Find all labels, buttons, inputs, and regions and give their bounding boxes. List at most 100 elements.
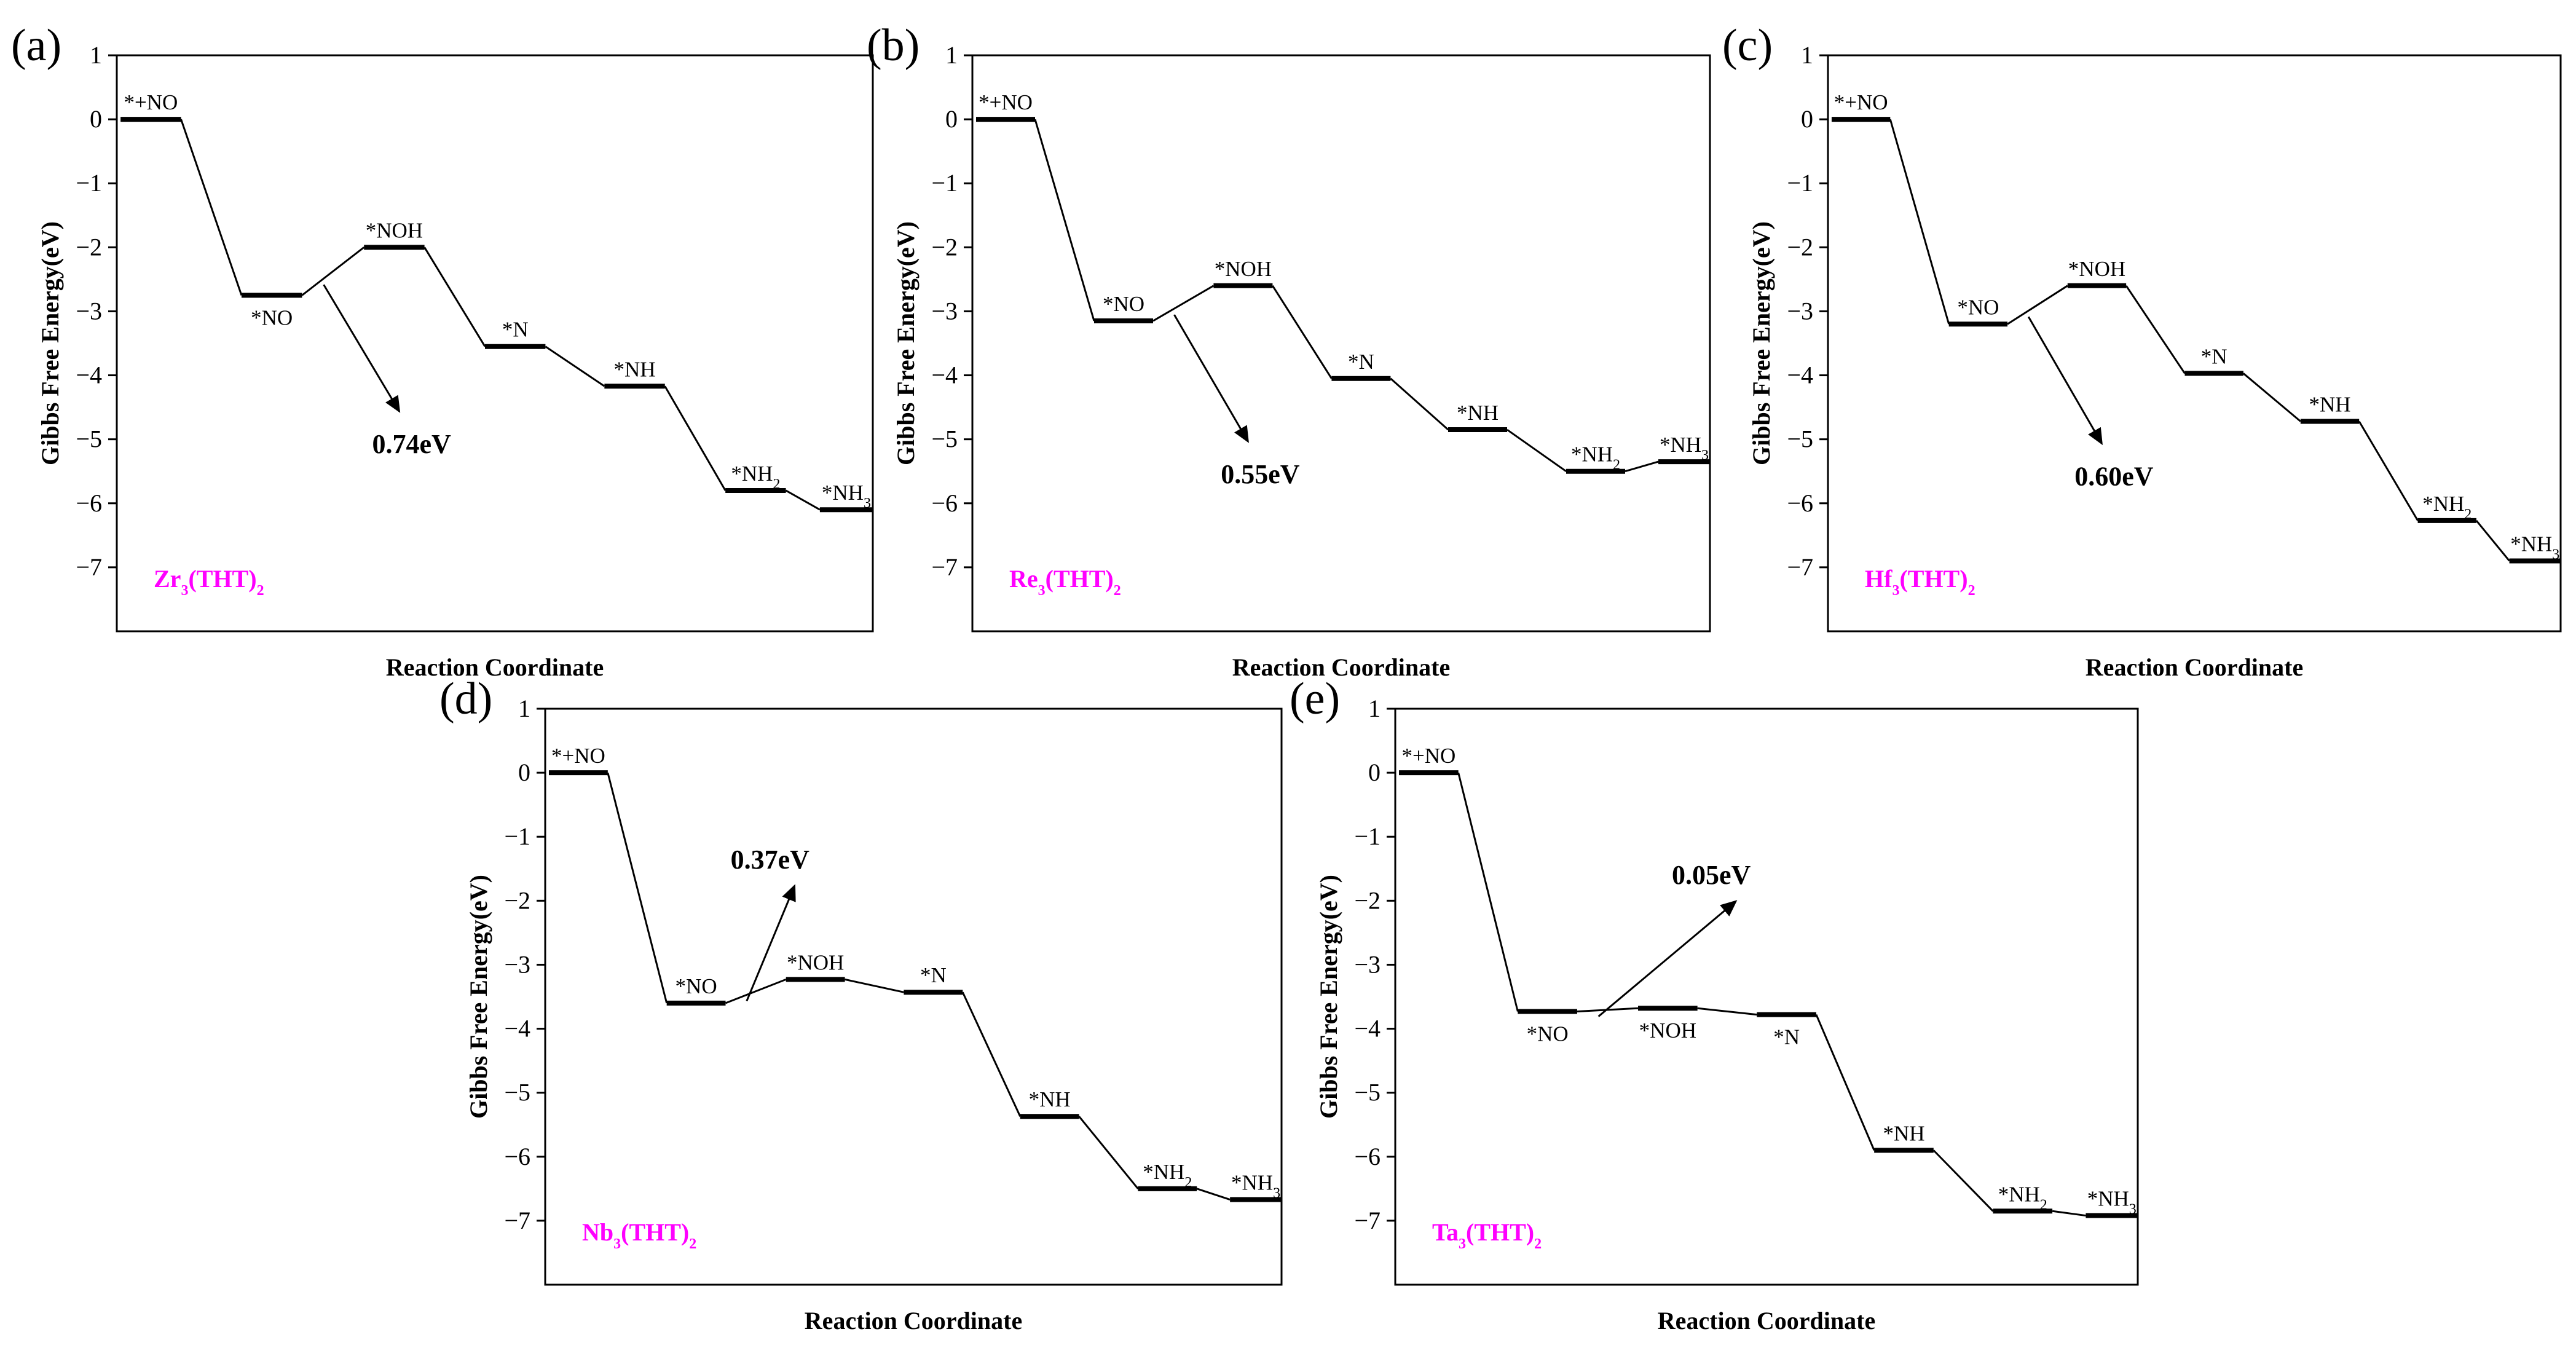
y-tick-label: −3 — [504, 950, 530, 978]
barrier-arrow — [1173, 314, 1249, 443]
y-tick-label: −3 — [76, 297, 102, 325]
y-tick-label: 0 — [1801, 105, 1813, 133]
y-tick-label: −5 — [1354, 1079, 1381, 1106]
step-connector — [2242, 373, 2301, 422]
step-connector — [725, 978, 787, 1004]
material-label: Nb3(THT)2 — [582, 1218, 696, 1252]
barrier-label: 0.05eV — [1672, 860, 1751, 890]
state-label: *NH2 — [1143, 1160, 1192, 1191]
x-axis-title: Reaction Coordinate — [1658, 1307, 1875, 1334]
step-connector — [545, 345, 605, 387]
barrier-label: 0.60eV — [2074, 462, 2154, 492]
step-connector — [1152, 285, 1215, 322]
panel-a: 1 0 −1 −2 −3 −4 −5 −6 −7 Reaction Coordinate Gibbs… — [11, 20, 874, 681]
step-connector — [1272, 285, 1333, 379]
y-tick-label: −2 — [504, 886, 530, 914]
barrier-arrow — [2027, 316, 2103, 446]
y-tick-label: −4 — [504, 1015, 530, 1043]
step-connector — [785, 489, 821, 511]
state-label: *NH3 — [1231, 1171, 1280, 1202]
step-connector — [1507, 428, 1567, 472]
step-connector — [1697, 1007, 1757, 1016]
panel-letter: (b) — [867, 20, 920, 71]
state-label: *NH2 — [731, 462, 780, 492]
step-connector — [607, 772, 668, 1004]
y-tick-label: −5 — [76, 425, 102, 453]
state-label: *N — [1348, 350, 1374, 374]
y-tick-label: 1 — [90, 41, 102, 69]
y-tick-label: 0 — [1368, 759, 1381, 786]
state-label: *NOH — [1639, 1019, 1696, 1043]
state-label: *NH2 — [2422, 492, 2472, 522]
step-connector — [301, 246, 365, 296]
step-connector — [1932, 1149, 1994, 1212]
y-tick-label: −7 — [76, 553, 102, 581]
state-label: *+NO — [1834, 90, 1888, 114]
y-tick-label: −7 — [931, 553, 958, 581]
y-tick-label: −6 — [76, 489, 102, 517]
step-connector — [2052, 1210, 2086, 1217]
state-label: *NO — [1527, 1022, 1569, 1046]
material-label: Re3(THT)2 — [1009, 565, 1121, 599]
step-connector — [2125, 285, 2186, 374]
y-tick-label: −2 — [1354, 886, 1381, 914]
panel-letter: (c) — [1722, 20, 1773, 71]
y-tick-label: −6 — [1787, 489, 1813, 517]
barrier-label: 0.74eV — [372, 429, 451, 459]
barrier-arrow — [746, 884, 796, 1002]
x-axis-title: Reaction Coordinate — [386, 653, 604, 681]
y-tick-label: −1 — [1354, 822, 1381, 850]
step-connector — [1625, 460, 1659, 473]
y-tick-label: 0 — [90, 105, 102, 133]
state-label: *NH2 — [1571, 443, 1620, 473]
y-tick-label: 0 — [518, 759, 530, 786]
x-axis-title: Reaction Coordinate — [805, 1307, 1022, 1334]
state-label: *NH — [2309, 393, 2350, 417]
state-label: *NOH — [1215, 257, 1272, 281]
step-connector — [2475, 519, 2510, 562]
step-connector — [423, 246, 486, 347]
state-label: *NH — [614, 357, 656, 381]
barrier-label: 0.55eV — [1221, 459, 1300, 489]
y-tick-label: −6 — [1354, 1143, 1381, 1170]
y-axis-title: Gibbs Free Energy(eV) — [1315, 875, 1342, 1119]
y-tick-label: −6 — [504, 1143, 530, 1170]
state-label: *NH3 — [2510, 532, 2559, 562]
state-label: *NO — [251, 305, 293, 329]
y-tick-label: −6 — [931, 489, 958, 517]
material-label: Hf3(THT)2 — [1865, 565, 1975, 599]
step-connector — [1889, 119, 1950, 325]
y-tick-label: −3 — [1354, 950, 1381, 978]
panel-c: 1 0 −1 −2 −3 −4 −5 −6 −7 Reaction Coordinate Gibbs… — [1722, 20, 2562, 681]
state-label: *NH — [1883, 1121, 1924, 1145]
plot-frame — [544, 708, 1283, 1286]
step-connector — [961, 991, 1022, 1117]
y-axis-title: Gibbs Free Energy(eV) — [892, 221, 920, 465]
state-label: *NO — [676, 974, 717, 998]
y-tick-label: −1 — [1787, 169, 1813, 197]
state-label: *+NO — [1401, 744, 1455, 768]
state-label: *NOH — [366, 218, 423, 242]
y-tick-label: −2 — [931, 233, 958, 261]
y-tick-label: 1 — [1801, 41, 1813, 69]
state-label: *NH — [1457, 401, 1499, 425]
state-label: *NOH — [787, 950, 844, 974]
step-connector — [180, 119, 243, 296]
step-connector — [2358, 420, 2419, 521]
plot-frame — [971, 54, 1711, 633]
step-connector — [1078, 1116, 1139, 1189]
state-label: *+NO — [124, 90, 178, 114]
panel-letter: (e) — [1290, 674, 1340, 724]
panel-e: 1 0 −1 −2 −3 −4 −5 −6 −7 Reaction Coordinate Gibbs… — [1290, 674, 2139, 1334]
panel-letter: (d) — [439, 674, 492, 724]
y-tick-label: −7 — [504, 1207, 530, 1234]
step-connector — [1457, 772, 1519, 1012]
y-tick-label: −5 — [1787, 425, 1813, 453]
y-tick-label: 1 — [518, 695, 530, 722]
y-tick-label: −2 — [76, 233, 102, 261]
y-tick-label: −2 — [1787, 233, 1813, 261]
y-tick-label: −1 — [931, 169, 958, 197]
step-connector — [2007, 285, 2068, 325]
x-axis-title: Reaction Coordinate — [2086, 653, 2303, 681]
